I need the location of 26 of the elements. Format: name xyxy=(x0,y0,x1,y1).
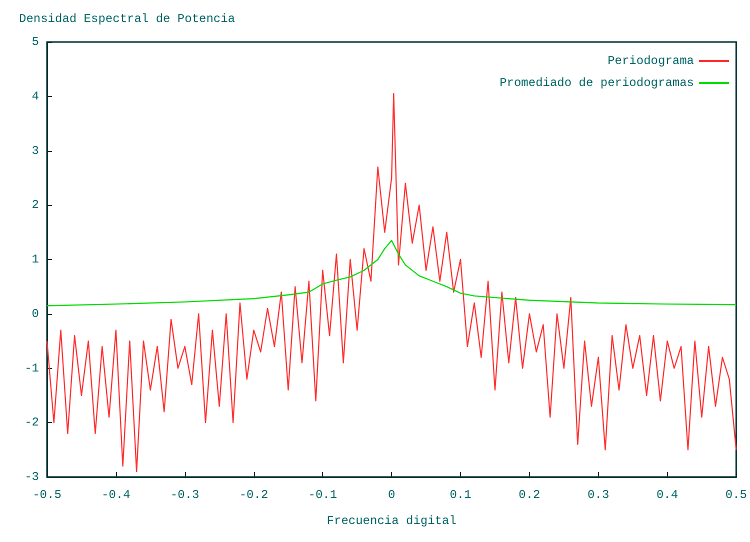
y-tick-label: 5 xyxy=(32,35,39,49)
y-tick-label: 4 xyxy=(32,89,39,104)
x-tick-label: -0.5 xyxy=(32,488,62,502)
x-tick-label: 0.4 xyxy=(656,488,678,502)
y-tick-label: 3 xyxy=(32,144,39,158)
x-axis-title: Frecuencia digital xyxy=(326,514,456,528)
line-series xyxy=(46,93,737,472)
y-axis-title: Densidad Espectral de Potencia xyxy=(19,12,236,26)
line-series xyxy=(46,240,737,306)
x-tick-label: 0.3 xyxy=(588,488,610,502)
y-tick-label: 2 xyxy=(32,198,39,212)
legend-label: Periodograma xyxy=(608,54,694,68)
x-tick-label: 0.5 xyxy=(725,488,748,502)
x-tick-label: 0.2 xyxy=(518,488,540,502)
legend-label: Promediado de periodogramas xyxy=(500,76,694,90)
y-tick-label: -2 xyxy=(24,416,39,430)
x-tick-label: -0.1 xyxy=(308,488,338,502)
x-tick-label: -0.3 xyxy=(170,488,200,502)
x-tick-label: 0.1 xyxy=(450,488,472,502)
x-tick-label: -0.2 xyxy=(239,488,268,502)
x-tick-label: 0 xyxy=(388,488,396,502)
y-tick-label: -3 xyxy=(24,470,39,484)
x-tick-label: -0.4 xyxy=(102,488,130,502)
y-tick-label: -1 xyxy=(24,361,39,376)
y-tick-label: 1 xyxy=(32,252,39,266)
y-tick-label: 0 xyxy=(32,306,39,321)
